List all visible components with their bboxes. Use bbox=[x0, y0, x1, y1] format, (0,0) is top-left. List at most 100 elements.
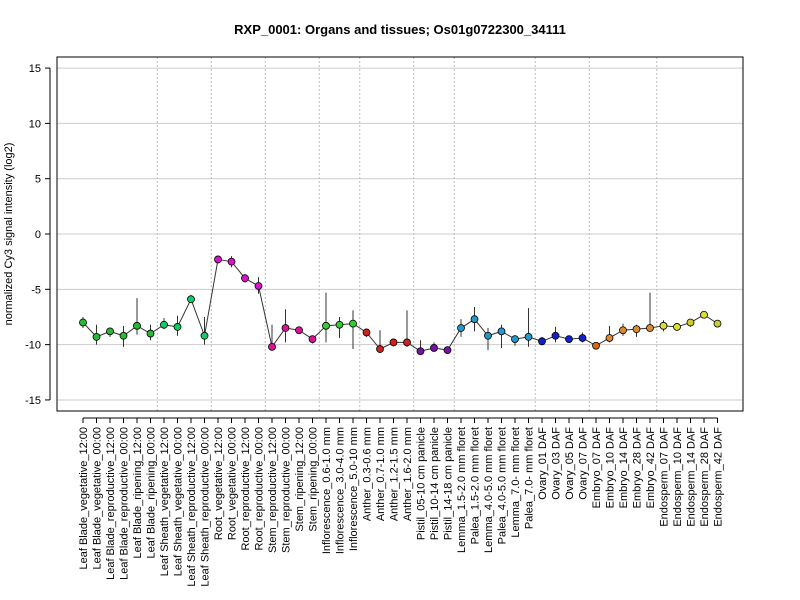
x-tick-label: Anther_0.3-0.6 mm bbox=[362, 427, 374, 521]
y-axis: -15 -10 -5 0 5 10 15 bbox=[25, 63, 51, 407]
x-tick-label: Palea_7.0- mm floret bbox=[524, 427, 536, 529]
data-point bbox=[92, 332, 101, 341]
x-tick-label: Pistil_10-14 cm panicle bbox=[429, 427, 441, 540]
x-tick-label: Endosperm_10 DAF bbox=[672, 427, 684, 527]
x-tick-label: Ovary_01 DAF bbox=[537, 427, 549, 500]
y-tick-label: -5 bbox=[31, 284, 41, 296]
x-tick-label: Ovary_07 DAF bbox=[578, 427, 590, 500]
data-point bbox=[403, 338, 411, 347]
data-point bbox=[173, 323, 182, 331]
x-tick-label: Ovary_03 DAF bbox=[551, 427, 563, 500]
x-tick-label: Embryo_10 DAF bbox=[605, 427, 617, 509]
data-point bbox=[106, 327, 114, 336]
y-tick-label: -10 bbox=[25, 340, 41, 352]
x-tick-label: Embryo_42 DAF bbox=[645, 427, 657, 509]
data-points bbox=[79, 255, 722, 356]
grid-lines bbox=[57, 67, 743, 401]
x-tick-label: Palea_4.0-5.0 mm floret bbox=[497, 427, 509, 544]
x-tick-label: Lemma_4.0-5.0 mm floret bbox=[483, 427, 495, 553]
data-point bbox=[551, 331, 560, 340]
x-tick-label: Leaf Sheath_vegetative_12:00 bbox=[159, 427, 171, 576]
data-point bbox=[713, 319, 722, 328]
data-point bbox=[457, 324, 465, 332]
data-point bbox=[484, 331, 492, 340]
data-point bbox=[335, 320, 344, 329]
data-point bbox=[470, 315, 479, 324]
data-point bbox=[146, 329, 155, 338]
x-tick-label: Leaf Blade_reproductive_00:00 bbox=[119, 427, 131, 580]
data-point bbox=[281, 324, 290, 332]
plot-area-border bbox=[56, 56, 744, 412]
data-point bbox=[214, 255, 222, 264]
data-point bbox=[241, 274, 249, 283]
data-point bbox=[686, 318, 695, 327]
x-tick-label: Endosperm_42 DAF bbox=[713, 427, 725, 527]
x-tick-label: Leaf Blade_vegetative_12:00 bbox=[78, 427, 90, 570]
data-point bbox=[119, 331, 128, 340]
x-tick-label: Endosperm_14 DAF bbox=[686, 427, 698, 527]
chart-title: RXP_0001: Organs and tissues; Os01g07223… bbox=[234, 22, 566, 37]
series-line bbox=[82, 258, 718, 352]
x-tick-label: Stem_reproductive_12:00 bbox=[267, 427, 279, 553]
data-point bbox=[133, 321, 141, 330]
y-tick-label: 5 bbox=[35, 174, 41, 186]
data-point bbox=[632, 325, 641, 334]
x-tick-label: Anther_1.2-1.5 mm bbox=[389, 427, 401, 521]
data-point bbox=[646, 324, 654, 332]
x-tick-label: Inflorescence_3.0-4.0 mm bbox=[335, 427, 347, 554]
x-tick-label: Leaf Blade_vegetative_00:00 bbox=[92, 427, 104, 570]
x-tick-label: Endosperm_07 DAF bbox=[659, 427, 671, 527]
x-tick-label: Lemma_7.0- mm floret bbox=[510, 427, 522, 538]
x-tick-label: Anther_0.7-1.0 mm bbox=[375, 427, 387, 521]
data-point bbox=[430, 344, 438, 352]
x-tick-label: Endosperm_28 DAF bbox=[699, 427, 711, 527]
x-axis: Leaf Blade_vegetative_12:00 Leaf Blade_ve… bbox=[78, 417, 725, 587]
data-point bbox=[673, 323, 681, 331]
data-point bbox=[619, 326, 627, 335]
data-point bbox=[376, 345, 384, 353]
x-tick-label: Root_vegetative_00:00 bbox=[227, 427, 239, 540]
x-tick-label: Leaf Sheath_reproductive_00:00 bbox=[200, 427, 212, 587]
x-tick-label: Pistil_05-10 cm panicle bbox=[416, 427, 428, 540]
data-point bbox=[389, 338, 398, 347]
data-point bbox=[565, 335, 573, 343]
data-point bbox=[511, 335, 519, 343]
data-point bbox=[700, 310, 708, 319]
data-point bbox=[524, 332, 533, 341]
x-tick-label: Leaf Sheath_vegetative_00:00 bbox=[173, 427, 185, 576]
data-point bbox=[538, 337, 546, 346]
data-point bbox=[578, 334, 587, 342]
x-tick-label: Stem_ripening_00:00 bbox=[308, 427, 320, 532]
y-tick-label: 10 bbox=[29, 118, 41, 130]
x-tick-label: Root_vegetative_12:00 bbox=[213, 427, 225, 540]
x-tick-label: Root_reproductive_12:00 bbox=[240, 427, 252, 551]
x-tick-label: Inflorescence_5.0-10 mm bbox=[348, 427, 360, 551]
data-point bbox=[295, 326, 303, 335]
x-tick-label: Leaf Sheath_reproductive_12:00 bbox=[186, 427, 198, 587]
data-point bbox=[79, 318, 87, 327]
x-tick-label: Leaf Blade_ripening_12:00 bbox=[132, 427, 144, 559]
x-tick-label: Leaf Blade_ripening_00:00 bbox=[146, 427, 158, 559]
data-point bbox=[416, 347, 425, 356]
x-tick-label: Stem_ripening_12:00 bbox=[294, 427, 306, 532]
error-bars bbox=[82, 256, 718, 354]
x-tick-label: Pistil_14-18 cm panicle bbox=[443, 427, 455, 540]
data-point bbox=[322, 321, 330, 330]
group-separators bbox=[156, 57, 658, 411]
x-tick-label: Anther_1.6-2.0 mm bbox=[402, 427, 414, 521]
x-tick-label: Embryo_14 DAF bbox=[618, 427, 630, 509]
x-tick-label: Embryo_28 DAF bbox=[632, 427, 644, 509]
x-tick-label: Lemma_1.5-2.0 mm floret bbox=[456, 427, 468, 553]
y-axis-label: normalized Cy3 signal intensity (log2) bbox=[3, 143, 15, 326]
data-point bbox=[160, 320, 168, 329]
data-point bbox=[254, 282, 263, 290]
data-point bbox=[268, 342, 276, 351]
y-tick-label: -15 bbox=[25, 395, 41, 407]
x-tick-label: Palea_1.5-2.0 mm floret bbox=[470, 427, 482, 544]
data-point bbox=[200, 331, 209, 340]
x-tick-label: Inflorescence_0.6-1.0 mm bbox=[321, 427, 333, 554]
data-point bbox=[349, 319, 357, 328]
y-tick-label: 15 bbox=[29, 63, 41, 75]
data-point bbox=[592, 341, 600, 350]
data-point bbox=[187, 295, 195, 304]
